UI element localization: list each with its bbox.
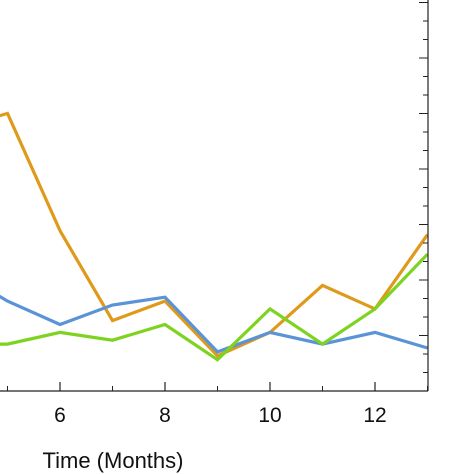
x-tick-label-12: 12 <box>363 404 386 427</box>
x-tick-label-8: 8 <box>159 404 171 427</box>
x-tick-label-6: 6 <box>54 404 66 427</box>
series-line-2 <box>0 294 428 354</box>
x-tick-label-10: 10 <box>258 404 281 427</box>
tick-layer: 6 8 10 12 <box>7 2 428 427</box>
series-layer <box>0 111 429 362</box>
series-line-3 <box>0 253 429 362</box>
series-line-1 <box>0 111 429 358</box>
x-axis-title: Time (Months) <box>43 448 184 473</box>
plot-area <box>0 0 428 391</box>
axis-layer <box>0 0 429 392</box>
